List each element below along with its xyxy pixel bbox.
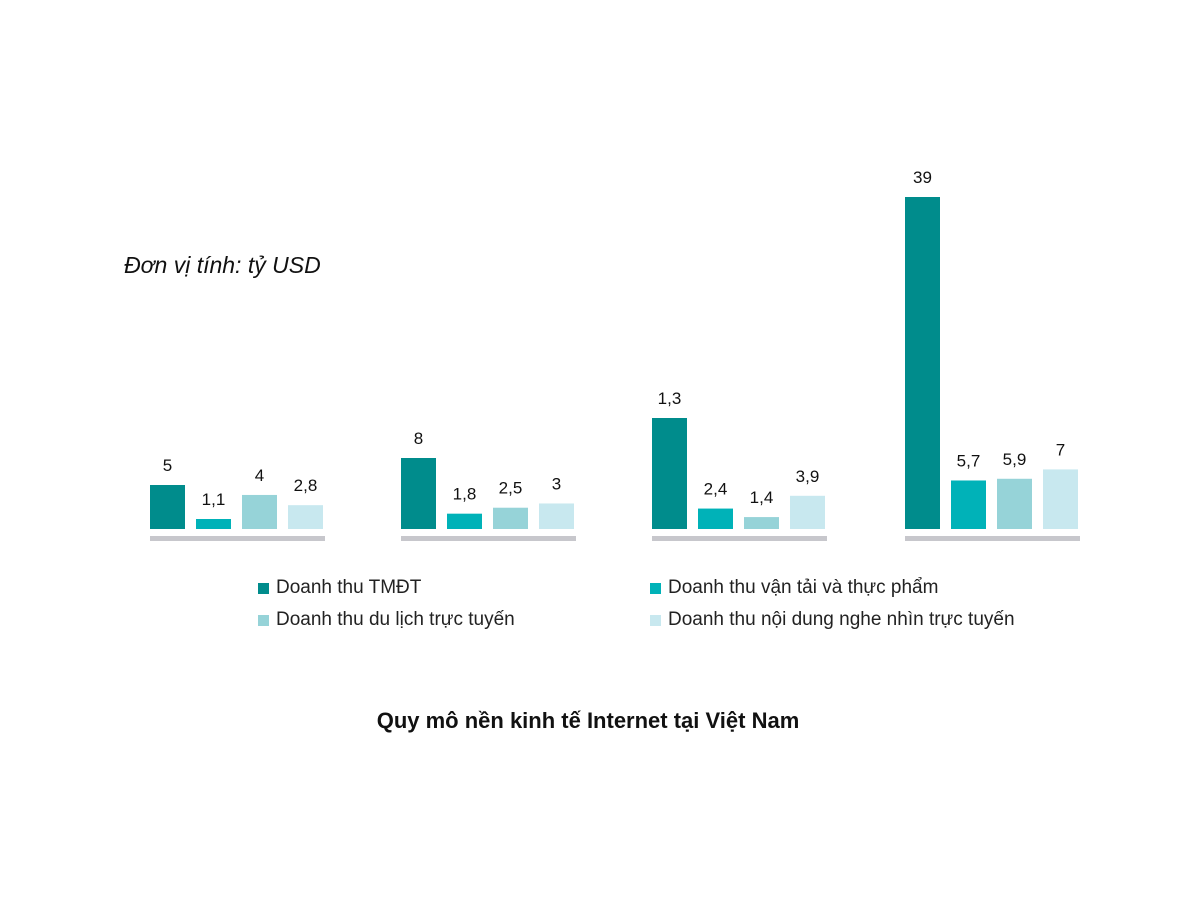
group-baseline	[652, 536, 827, 541]
chart-title: Quy mô nền kinh tế Internet tại Việt Nam	[376, 708, 800, 733]
group-baseline	[401, 536, 576, 541]
data-label: 5	[163, 456, 172, 475]
bar	[997, 478, 1032, 529]
bar	[951, 480, 986, 529]
bar	[539, 503, 574, 529]
data-label: 5,9	[1003, 450, 1027, 469]
data-label: 1,3	[658, 389, 682, 408]
bar	[698, 508, 733, 529]
data-label: 2,8	[294, 476, 318, 495]
data-label: 2,4	[704, 480, 728, 499]
data-label: 3,9	[796, 467, 820, 486]
bar	[905, 197, 940, 529]
data-label: 39	[913, 168, 932, 187]
data-label: 8	[414, 429, 423, 448]
bar	[790, 495, 825, 529]
bar	[1043, 469, 1078, 529]
data-label: 7	[1056, 440, 1065, 459]
bar	[196, 519, 231, 529]
bar	[493, 507, 528, 529]
bar	[242, 494, 277, 529]
bar	[744, 517, 779, 529]
data-label: 1,8	[453, 485, 477, 504]
data-label: 4	[255, 466, 264, 485]
bar	[447, 513, 482, 529]
bar	[288, 505, 323, 529]
unit-note: Đơn vị tính: tỷ USD	[124, 252, 321, 278]
data-label: 2,5	[499, 479, 523, 498]
bar	[401, 458, 436, 529]
data-label: 1,1	[202, 490, 226, 509]
group-baseline	[905, 536, 1080, 541]
bar	[150, 485, 185, 529]
bar	[652, 418, 687, 529]
data-label: 5,7	[957, 451, 981, 470]
data-label: 3	[552, 474, 561, 493]
data-label: 1,4	[750, 488, 774, 507]
group-baseline	[150, 536, 325, 541]
